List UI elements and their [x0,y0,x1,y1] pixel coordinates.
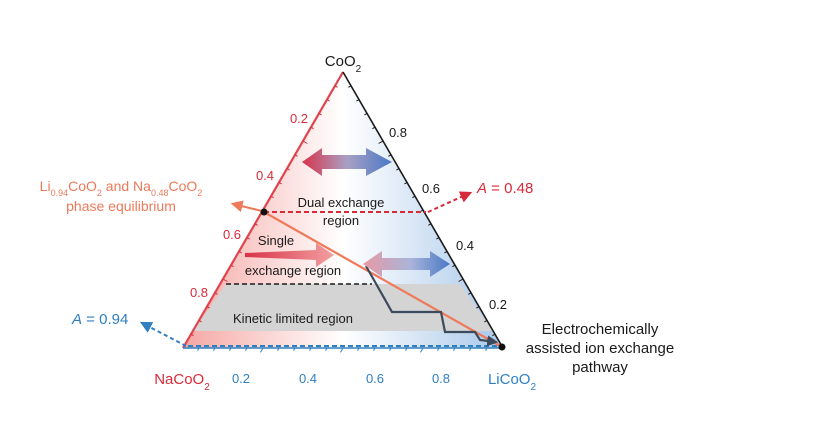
tick-mark [302,140,308,144]
pathway-label-2: assisted ion exchange [526,340,674,357]
single-direction-arrow [245,243,334,267]
tick-mark [286,168,290,171]
a048-pointer [427,191,473,213]
tick-mark [254,223,258,226]
tick-mark [238,250,242,254]
right-tick-label: 0.2 [489,297,507,312]
tick-mark [436,237,440,240]
equilibrium-label-2: phase equilibrium [66,198,176,214]
tick-mark [444,250,448,254]
phase-equilibrium-tie-line [263,211,503,348]
right-tick-label: 0.8 [389,125,407,140]
kinetic-region-label: Kinetic limited region [233,311,353,326]
licoo2-point [498,343,506,351]
tick-mark [420,347,424,353]
tick-mark [458,278,464,282]
equilibrium-pointer [230,200,263,213]
single-exchange-double-arrow [363,251,450,277]
tick-mark [260,347,264,353]
single-exchange-label: Single [258,233,294,248]
single-exchange-label-2: exchange region [245,263,341,278]
tick-mark [357,347,360,351]
tick-mark [334,85,338,88]
tick-mark [468,292,472,295]
pathway-label: Electrochemically [542,321,659,338]
dual-exchange-label-2: region [323,213,359,228]
right-tick-label: 0.6 [422,181,440,196]
ion-exchange-pathway [365,265,499,347]
tick-mark [246,237,250,240]
left-tick-label: 0.8 [190,285,208,300]
tick-mark [404,181,408,185]
left-edge-ticks [190,85,338,337]
tick-mark [476,306,480,309]
tick-mark [389,347,392,351]
tick-mark [294,154,298,157]
vertex-top-label: CoO2 [325,53,362,75]
tick-mark [428,223,432,226]
triangle-fill [183,72,503,348]
tick-mark [492,333,496,337]
bottom-tick-label: 0.6 [366,371,384,386]
tick-mark [437,347,440,351]
dual-exchange-double-arrow [302,148,392,176]
tick-mark [277,347,280,351]
right-edge-ticks [348,85,496,337]
bottom-edge-ticks [197,347,488,353]
tick-mark [453,347,456,351]
tick-mark [405,347,408,351]
tick-mark [356,99,360,102]
tick-mark [309,347,312,351]
tick-mark [325,347,328,351]
a094-pointer [139,321,187,347]
tick-mark [372,126,376,130]
tick-mark [348,85,352,88]
right-tick-label: 0.4 [456,238,474,253]
tick-mark [452,264,456,268]
tick-mark [293,347,296,351]
tick-mark [198,319,202,323]
kinetic-region [193,284,493,331]
a-high-label: A = 0.48 [476,180,533,197]
bottom-tick-label: 0.4 [299,371,317,386]
tick-mark [310,126,314,130]
tick-mark [229,347,232,351]
equilibrium-point [260,208,268,216]
left-tick-label: 0.4 [256,168,274,183]
tick-mark [388,154,392,157]
tick-mark [222,278,228,282]
tick-mark [270,195,274,199]
tick-mark [373,347,376,351]
dual-exchange-label: Dual exchange [298,195,385,210]
tick-mark [485,347,488,351]
tick-mark [197,347,200,351]
tick-mark [469,347,472,351]
bottom-tick-label: 0.2 [232,371,250,386]
tick-mark [245,347,248,351]
tick-mark [213,347,216,351]
tick-mark [484,319,488,323]
tick-mark [278,181,282,185]
tick-mark [412,195,416,199]
equilibrium-label: Li0.94CoO2 and Na0.48CoO2 [40,178,203,198]
tick-mark [364,112,368,116]
tick-mark [340,347,344,353]
left-tick-label: 0.6 [223,227,241,242]
vertex-right-label: LiCoO2 [488,371,537,393]
tick-mark [396,168,400,171]
tick-mark [214,292,218,295]
vertex-left-label: NaCoO2 [154,371,210,393]
tick-mark [230,264,234,268]
tick-mark [378,140,384,144]
pathway-label-3: pathway [572,359,628,376]
bottom-tick-label: 0.8 [432,371,450,386]
tick-mark [326,99,330,102]
tick-mark [318,112,322,116]
tick-mark [190,333,194,337]
left-tick-label: 0.2 [290,111,308,126]
tick-mark [206,306,210,309]
a-low-label: A = 0.94 [71,311,128,328]
